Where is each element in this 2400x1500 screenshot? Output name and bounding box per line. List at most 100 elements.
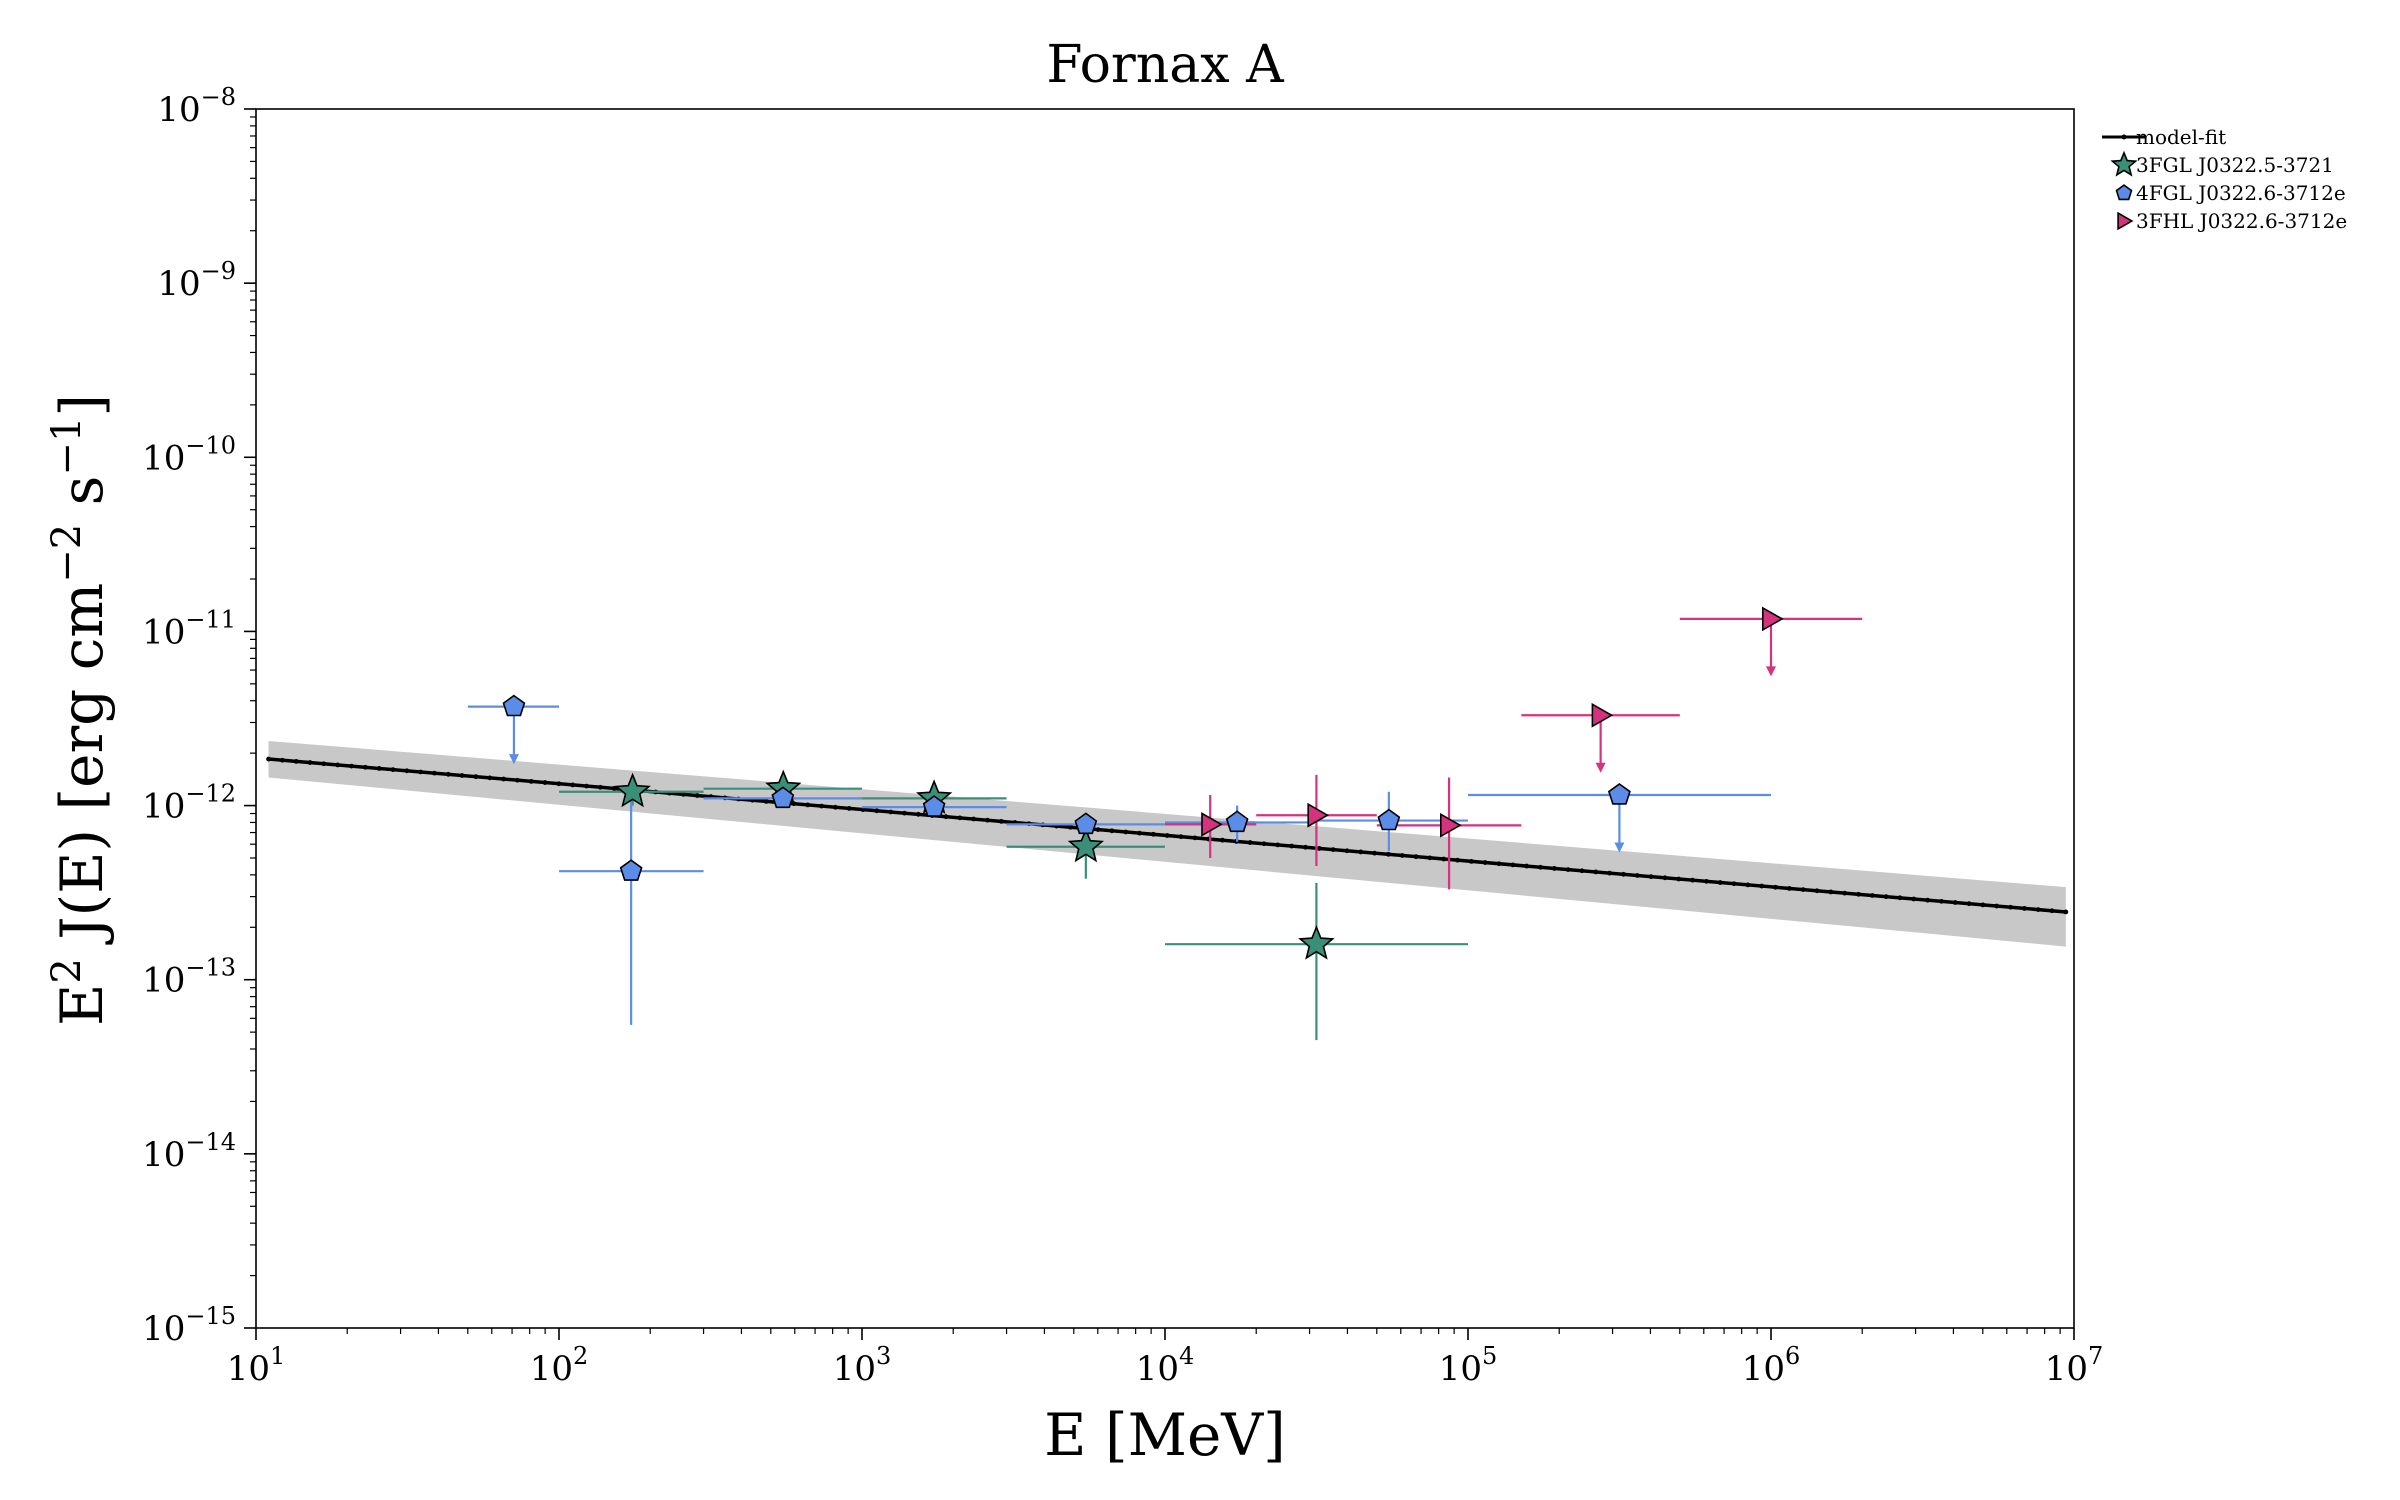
x-tick-exponent: 6 — [1785, 1342, 1800, 1370]
model-fit-dot — [846, 806, 852, 811]
x-tick-exponent: 5 — [1482, 1342, 1497, 1370]
model-fit-dot — [2021, 906, 2027, 911]
x-tick-base: 10 — [1136, 1349, 1179, 1389]
x-tick-label: 106 — [1742, 1342, 1801, 1389]
y-tick-exponent: −13 — [185, 954, 236, 982]
model-fit-dot — [2035, 907, 2041, 912]
model-fit-dot — [694, 793, 700, 798]
model-fit-dot — [1800, 887, 1806, 892]
model-fit-dot — [1538, 864, 1543, 870]
pentagon-marker — [502, 694, 526, 717]
model-fit-dot — [1275, 842, 1281, 848]
model-fit-dot — [1676, 876, 1682, 882]
y-tick-exponent: −9 — [201, 257, 236, 285]
pentagon-marker — [1074, 812, 1098, 835]
legend-label: 4FGL J0322.6-3712e — [2136, 181, 2346, 205]
y-tick-label: 10−9 — [157, 257, 236, 304]
star-marker — [1298, 925, 1335, 960]
model-fit-dot — [1952, 900, 1958, 905]
model-fit-dot — [376, 766, 382, 771]
y-label-text: s — [48, 476, 116, 524]
model-fit-dot — [1648, 874, 1654, 880]
model-fit-dot — [362, 764, 368, 770]
y-tick-label: 10−12 — [142, 780, 236, 827]
model-fit-dot — [1482, 860, 1488, 865]
model-fit-dot — [1303, 844, 1308, 850]
legend-label: model-fit — [2136, 125, 2226, 149]
model-fit-dot — [279, 757, 285, 763]
model-fit-dot — [1358, 849, 1364, 855]
star-marker — [1067, 827, 1105, 863]
model-fit-dot — [1717, 880, 1723, 885]
model-fit-dot — [1773, 884, 1778, 890]
model-fit-dot — [1593, 869, 1599, 875]
model-fit-dot — [459, 773, 465, 778]
model-fit-dot — [473, 774, 479, 780]
y-tick-base: 10 — [142, 612, 185, 652]
model-fit-dot — [971, 816, 977, 822]
model-fit-dot — [1925, 897, 1931, 903]
model-fit-dot — [1703, 878, 1709, 884]
model-fit-dot — [1386, 851, 1391, 857]
y-tick-label: 10−11 — [142, 605, 236, 652]
model-fit-dot — [1994, 903, 2000, 909]
model-fit-dot — [597, 784, 603, 790]
model-fit-dot — [1068, 824, 1073, 830]
x-tick-base: 10 — [530, 1349, 573, 1389]
axis-ticks — [244, 108, 2075, 1340]
model-fit-dot — [1289, 843, 1295, 849]
model-fit-dot — [515, 777, 520, 783]
model-fit-dot — [1966, 901, 1972, 907]
model-fit-dot — [1897, 895, 1903, 901]
model-fit-dot — [1524, 863, 1530, 869]
y-axis-label: E2 J(E) [erg cm−2 s−1] — [44, 394, 116, 1026]
model-fit-dot — [874, 808, 880, 814]
model-fit-dot — [1939, 898, 1944, 904]
model-fit-dot — [1565, 867, 1571, 873]
model-fit-dot — [1911, 896, 1917, 902]
model-fit-dot — [860, 807, 866, 813]
model-fit-dot — [2008, 904, 2013, 910]
model-fit-dot — [556, 781, 562, 787]
y-tick-base: 10 — [142, 961, 185, 1001]
model-fit-dot — [1980, 902, 1986, 908]
y-tick-base: 10 — [157, 264, 200, 304]
model-fit-dot — [432, 770, 437, 776]
triangle-marker — [1440, 812, 1462, 838]
model-fit-dot — [1621, 871, 1626, 877]
model-fit-dot — [2049, 908, 2055, 914]
model-fit-dot — [680, 791, 686, 797]
model-fit-dot — [1883, 894, 1889, 900]
model-fit-dot — [1330, 847, 1336, 853]
model-fit-dot — [985, 817, 990, 823]
model-fit-dot — [1759, 883, 1765, 889]
legend-entry: 4FGL J0322.6-3712e — [2115, 181, 2346, 205]
y-label-superscript: −1 — [44, 417, 90, 476]
model-fit-dot — [998, 818, 1004, 824]
model-fit-dot — [1316, 846, 1322, 851]
model-fit-dot — [1842, 890, 1848, 896]
model-fit-dot — [902, 810, 907, 816]
model-fit-dot — [1372, 850, 1377, 856]
model-fit-dot — [1178, 834, 1184, 840]
model-fit-dot — [819, 803, 824, 809]
pentagon-marker — [1225, 810, 1249, 833]
x-tick-base: 10 — [2045, 1349, 2088, 1389]
pentagon-marker — [1377, 808, 1401, 831]
model-fit-dot — [1786, 886, 1792, 891]
model-fit-dot — [501, 776, 506, 782]
legend-label: 3FGL J0322.5-3721 — [2136, 153, 2334, 177]
model-fit-dot — [584, 783, 589, 789]
model-fit-dot — [266, 756, 271, 762]
x-tick-exponent: 1 — [270, 1342, 285, 1370]
x-axis-label: E [MeV] — [1044, 1401, 1286, 1469]
model-fit-dot — [1095, 827, 1101, 833]
triangle-marker — [2117, 211, 2134, 231]
x-tick-exponent: 7 — [2088, 1342, 2103, 1370]
model-fit-dot — [915, 811, 921, 817]
y-tick-label: 10−8 — [157, 83, 236, 130]
legend-dot — [2121, 134, 2127, 140]
x-tick-labels: 101 102 103 104 105 106 107 — [227, 1342, 2104, 1389]
model-fit-dot — [1828, 889, 1834, 895]
